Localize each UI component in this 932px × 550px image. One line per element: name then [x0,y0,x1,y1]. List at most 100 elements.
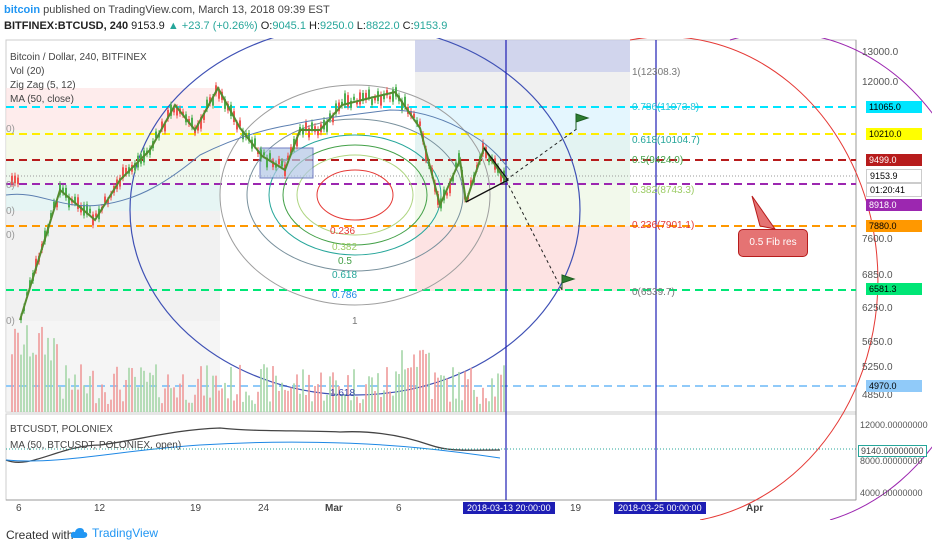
candle-body [353,96,355,100]
candle-body [380,94,382,106]
purple-arc [729,38,932,520]
candle-body [371,99,373,105]
candle-body [317,129,319,136]
candle-body [278,158,280,165]
tradingview-logo[interactable]: TradingView [70,526,158,540]
axis-label: 7600.0 [862,234,893,245]
candle-body [386,90,388,96]
price-tag-7880: 7880.0 [866,220,922,232]
candle-body [287,155,289,160]
candle-body [215,85,217,94]
volume-bar [353,369,355,412]
cloud-icon [70,528,88,538]
zigzag-legend[interactable]: Zig Zag (5, 12) [10,80,76,91]
circle-label-786: 0.786 [332,290,358,301]
candle-body [401,100,403,111]
fib-box-1 [415,72,630,107]
axis-label: 6250.0 [862,303,893,314]
volume-bar [305,395,307,412]
volume-bar [11,354,13,412]
candle-body [356,101,358,105]
price-tag-8918: 8918.0 [866,199,922,211]
candle-body [95,213,97,217]
candle-body [389,96,391,100]
sub-ma-legend[interactable]: MA (50, BTCUSDT, POLONIEX, open) [10,440,182,451]
volume-bar [83,385,85,412]
ma-legend[interactable]: MA (50, close) [10,94,74,105]
close-value: 9153.9 [413,20,448,32]
candle-body [212,97,214,106]
left-stub: 0) [6,124,15,135]
volume-bar [401,350,403,412]
volume-bar [104,392,106,412]
high-value: 9250.0 [320,20,354,32]
fib-res-callout[interactable]: 0.5 Fib res [738,229,808,257]
volume-bar [452,367,454,412]
symbol-label: BITFINEX:BTCUSD, 240 [4,20,129,32]
fib-circles[interactable] [129,38,581,396]
volume-bar [248,395,250,412]
volume-bar [239,364,241,412]
left-stub: 0) [6,206,15,217]
candle-body [236,123,238,130]
volume-bar [98,398,100,412]
volume-bar [335,380,337,412]
volume-bar [71,389,73,412]
shade-box [6,160,220,185]
volume-bar [323,400,325,412]
volume-bar [158,397,160,412]
volume-bar [128,367,130,412]
volume-bar [122,401,124,412]
sub-title-legend[interactable]: BTCUSDT, POLONIEX [10,424,113,435]
volume-bar [185,399,187,412]
candle-body [86,204,88,215]
candle-body [50,213,52,219]
volume-bar [311,401,313,412]
axis-label: 13000.0 [862,47,899,58]
shade-box [6,88,220,130]
volume-bar [110,399,112,412]
fib-label-0: 0(6539.7) [632,287,675,298]
volume-bar [23,344,25,412]
volume-bar [284,389,286,412]
volume-bar [68,378,70,412]
volume-bar [374,390,376,412]
candle-body [155,131,157,138]
vol-legend[interactable]: Vol (20) [10,66,45,77]
candle-body [197,123,199,131]
volume-bar [38,333,40,412]
candle-body [263,152,265,156]
volume-bar [359,403,361,412]
consolidation-box[interactable] [259,147,314,179]
candle-body [125,167,127,174]
volume-bar [491,378,493,412]
volume-bar [167,374,169,412]
candle-body [350,100,352,108]
volume-bar [53,338,55,412]
candle-body [266,157,268,168]
circle-label-382: 0.382 [332,242,358,253]
publish-info: published on TradingView.com, March 13, … [43,4,330,16]
fib-box-top [415,40,630,72]
volume-bar [464,371,466,412]
open-value: 9045.1 [272,20,306,32]
price-chart[interactable] [0,38,932,520]
volume-bar [215,375,217,412]
volume-bar [500,374,502,412]
volume-bar [338,386,340,412]
author-link[interactable]: bitcoin [4,4,41,16]
volume-bar [449,401,451,412]
volume-bar [419,350,421,412]
volume-bar [230,367,232,412]
candle-body [344,93,346,106]
sub-axis-label: 4000.00000000 [860,488,923,498]
volume-bar [416,366,418,412]
volume-bar [392,395,394,412]
volume-bar [74,374,76,412]
volume-bar [101,384,103,412]
volume-bar [287,390,289,412]
footer: Created with TradingView [0,522,932,550]
volume-bar [341,394,343,412]
volume-bar [431,399,433,412]
volume-bar [143,370,145,412]
